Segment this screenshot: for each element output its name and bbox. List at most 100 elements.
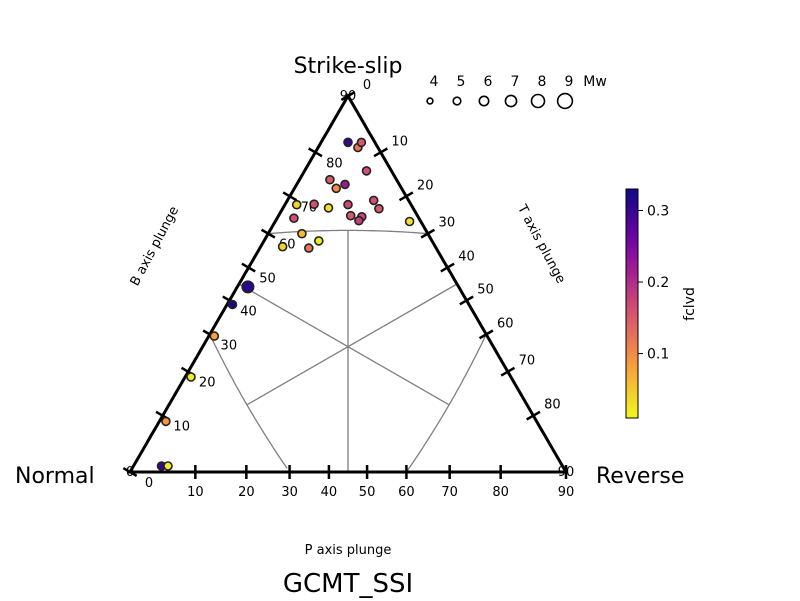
triangle-outline — [127, 93, 569, 474]
earthquake-point — [331, 183, 342, 194]
p-tick-label: 50 — [359, 485, 376, 500]
earthquake-point — [325, 174, 335, 185]
earthquake-point — [404, 216, 415, 227]
mw-legend-unit: Mw — [583, 74, 607, 90]
data-points — [156, 137, 415, 471]
p-tick-label: 10 — [187, 485, 204, 500]
corner-label-right: Reverse — [596, 464, 684, 489]
b-tick-label: 20 — [199, 376, 216, 391]
p-tick-label: 90 — [558, 485, 575, 500]
t-tick — [440, 262, 455, 273]
t-tick-label: 30 — [439, 216, 456, 231]
colorbar-gradient — [625, 188, 639, 419]
earthquake-point — [209, 331, 220, 341]
b-tick-label: 40 — [240, 304, 257, 319]
earthquake-point — [313, 236, 324, 246]
t-tick-label: 80 — [544, 398, 561, 413]
earthquake-point — [277, 241, 288, 252]
b-axis-title: B axis plunge — [128, 204, 182, 289]
mw-legend-label: 6 — [484, 74, 493, 90]
earthquake-point — [343, 199, 353, 210]
colorbar-label: fclvd — [682, 287, 698, 321]
mw-legend-circle — [504, 94, 518, 108]
spoke-right — [347, 283, 458, 348]
earthquake-point — [289, 213, 299, 223]
t-tick — [459, 295, 474, 306]
mw-legend-circle — [452, 96, 462, 106]
t-tick-label: 10 — [391, 134, 408, 149]
p-tick-label: 70 — [441, 485, 458, 500]
p-tick-label: 40 — [321, 485, 338, 500]
p-tick-label: 30 — [281, 485, 298, 500]
tick-labels: 0 10 20 30 40 50 60 70 80 90 0 10 20 30 40 50 60 70 80 90 90… — [126, 78, 574, 500]
earthquake-point — [186, 372, 196, 382]
b-tick — [241, 262, 256, 273]
p-tick-label: 0 — [126, 465, 134, 480]
t-tick — [373, 147, 388, 158]
t-axis-title: T axis plunge — [514, 202, 568, 287]
tick-marks — [122, 91, 568, 479]
b-tick-label: 50 — [259, 272, 276, 287]
t-tick — [398, 191, 414, 202]
earthquake-point — [374, 203, 384, 214]
triangle-frame — [127, 93, 569, 474]
earthquake-point — [356, 137, 367, 148]
size-legend: 4 5 6 7 8 9 Mw — [426, 74, 607, 110]
earthquake-point — [323, 203, 334, 213]
p-axis-title: P axis plunge — [305, 543, 392, 558]
t-tick — [500, 366, 516, 377]
chart-title: GCMT_SSI — [283, 569, 413, 599]
mw-legend-label: 7 — [511, 74, 520, 90]
mw-legend-circle — [556, 92, 574, 110]
spoke-lower-left — [246, 346, 349, 406]
t-tick — [478, 329, 494, 340]
t-tick-label: 60 — [497, 316, 514, 331]
b-tick — [308, 147, 323, 158]
earthquake-point — [227, 299, 238, 310]
t-tick — [526, 410, 541, 421]
b-tick-label: 0 — [145, 476, 153, 491]
mw-legend-circle — [426, 97, 434, 105]
spoke-left — [238, 283, 349, 348]
t-tick-label: 40 — [458, 250, 475, 265]
b-tick-label: 80 — [326, 156, 343, 171]
mw-legend-label: 8 — [538, 74, 547, 90]
colorbar-tick-label: 0.2 — [647, 275, 669, 291]
earthquake-point — [345, 210, 356, 221]
p-tick-label: 60 — [398, 485, 415, 500]
corner-label-top: Strike-slip — [294, 54, 403, 79]
t-tick-label: 20 — [417, 178, 434, 193]
mw-legend-circle — [530, 93, 546, 109]
earthquake-point — [309, 199, 319, 209]
b-tick-label: 90 — [340, 89, 357, 104]
normal-boundary — [209, 334, 288, 469]
colorbar-tick-label: 0.3 — [647, 203, 669, 219]
t-tick-label: 0 — [363, 78, 371, 93]
earthquake-point — [361, 166, 372, 176]
b-tick-label: 30 — [221, 338, 238, 353]
b-tick-label: 10 — [173, 420, 190, 435]
mw-legend-label: 9 — [565, 74, 574, 90]
b-tick — [122, 467, 138, 477]
colorbar-tick-label: 0.1 — [647, 347, 669, 363]
t-tick-label: 90 — [558, 465, 575, 480]
mw-legend-circle — [478, 95, 490, 107]
p-tick-label: 80 — [492, 485, 509, 500]
mw-legend-label: 5 — [457, 74, 466, 90]
classification-lines — [209, 229, 487, 473]
earthquake-point — [340, 179, 350, 190]
earthquake-point — [354, 215, 364, 226]
spoke-lower-right — [347, 346, 450, 406]
b-tick — [282, 191, 298, 202]
earthquake-point — [161, 416, 171, 427]
t-tick — [420, 228, 436, 239]
b-tick — [260, 228, 276, 239]
t-tick-label: 50 — [477, 282, 494, 297]
earthquake-point — [368, 195, 379, 206]
colorbar: 0.1 0.2 0.3 fclvd — [625, 188, 698, 419]
earthquake-point — [163, 461, 173, 471]
earthquake-point — [303, 243, 314, 253]
t-tick-label: 70 — [519, 354, 536, 369]
earthquake-point — [297, 228, 307, 239]
